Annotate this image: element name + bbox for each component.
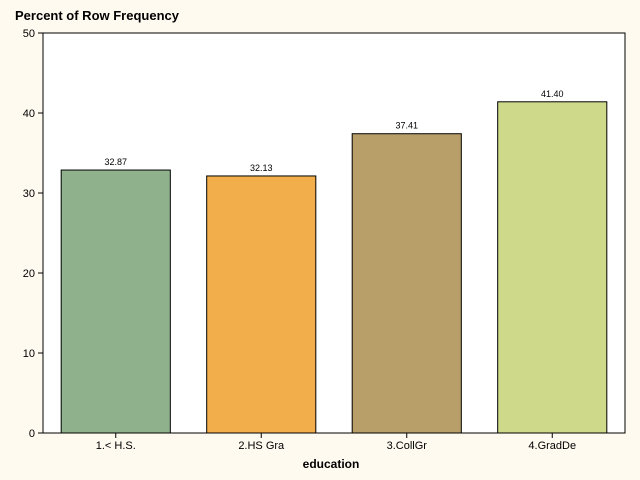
y-tick-label: 10	[23, 348, 35, 360]
y-tick-label: 0	[29, 428, 35, 440]
bar-value-label: 32.87	[104, 157, 127, 167]
bar	[206, 175, 317, 434]
y-tick-label: 50	[23, 28, 35, 40]
x-axis-label: education	[303, 457, 360, 471]
bar-group: 32.87 32.13 37.41 41.40	[60, 89, 608, 434]
x-axis: 1.< H.S. 2.HS Gra 3.CollGr 4.GradDe	[96, 433, 576, 452]
bar-value-label: 41.40	[541, 89, 564, 99]
chart-title: Percent of Row Frequency	[15, 8, 179, 23]
y-tick-label: 40	[23, 108, 35, 120]
x-tick-label: 2.HS Gra	[238, 440, 285, 452]
bar	[497, 101, 608, 434]
bar-value-label: 37.41	[395, 121, 418, 131]
bar	[60, 169, 171, 434]
x-tick-label: 3.CollGr	[387, 440, 428, 452]
bar-value-label: 32.13	[250, 163, 273, 173]
x-tick-label: 1.< H.S.	[96, 440, 136, 452]
y-tick-label: 30	[23, 188, 35, 200]
x-tick-label: 4.GradDe	[528, 440, 576, 452]
y-axis: 0 10 20 30 40 50	[23, 28, 43, 440]
bar	[351, 133, 462, 434]
y-tick-label: 20	[23, 268, 35, 280]
